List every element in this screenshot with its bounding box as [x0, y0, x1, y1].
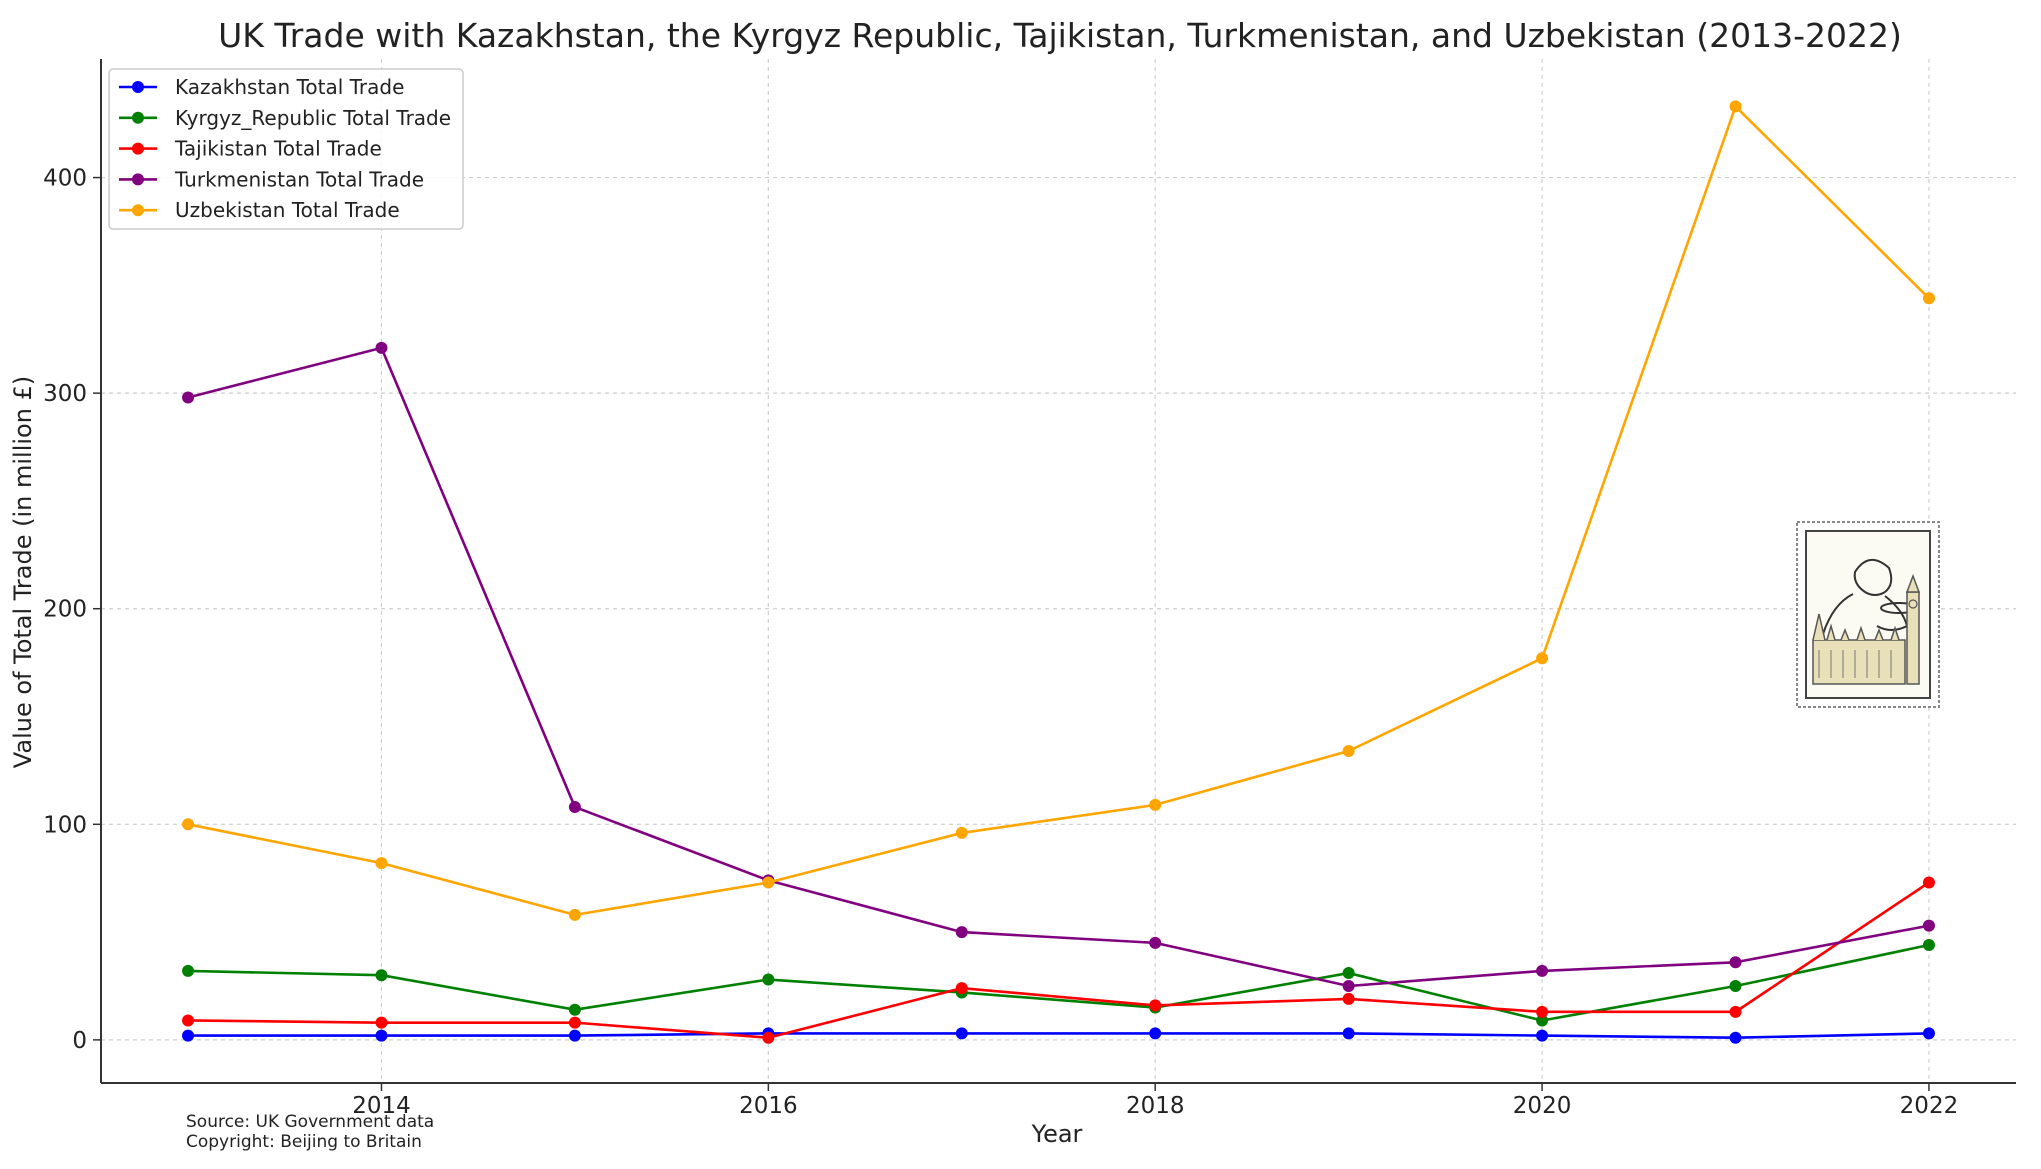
series-turkmenistan-total-trade	[182, 341, 1935, 992]
data-point	[1922, 919, 1935, 932]
y-tick-label: 0	[72, 1028, 87, 1054]
y-tick-label: 300	[43, 381, 87, 407]
axes	[93, 59, 2016, 1091]
legend-label: Tajikistan Total Trade	[174, 137, 382, 161]
data-point	[182, 391, 195, 404]
data-point	[762, 876, 775, 889]
y-axis-label: Value of Total Trade (in million £)	[9, 376, 37, 768]
data-point	[182, 818, 195, 831]
x-tick-label: 2016	[739, 1093, 798, 1119]
data-point	[182, 1029, 195, 1042]
data-point	[1149, 936, 1162, 949]
data-point	[1729, 1005, 1742, 1018]
x-tick-label: 2020	[1513, 1093, 1572, 1119]
series-layer	[182, 100, 1935, 1044]
data-point	[955, 926, 968, 939]
chart-title: UK Trade with Kazakhstan, the Kyrgyz Rep…	[218, 16, 1902, 55]
x-tick-label: 2018	[1126, 1093, 1185, 1119]
data-point	[568, 1029, 581, 1042]
data-point	[955, 826, 968, 839]
x-axis-label: Year	[1031, 1120, 1083, 1148]
data-point	[1342, 745, 1355, 758]
data-point	[1536, 1005, 1549, 1018]
series-line-kazakhstan-total-trade	[188, 1032, 1929, 1040]
data-point	[1149, 798, 1162, 811]
legend-label: Uzbekistan Total Trade	[175, 198, 400, 222]
series-line-kyrgyz-republic-total-trade	[188, 943, 1930, 1022]
series-line-tajikistan-total-trade	[188, 881, 1930, 1040]
data-point	[955, 982, 968, 995]
data-point	[1342, 992, 1355, 1005]
data-point	[1536, 1014, 1549, 1027]
data-point	[1536, 1029, 1549, 1042]
legend-swatch-marker	[132, 173, 144, 186]
legend-frame	[108, 68, 464, 230]
data-point	[375, 857, 388, 870]
grid	[101, 59, 2016, 1083]
legend: Kazakhstan Total Trade Kyrgyz_Republic To…	[108, 68, 464, 230]
data-point	[1922, 292, 1935, 305]
data-point	[568, 908, 581, 921]
tick-labels: 0 100 200 300 400 2014 2016 2018 2020 2022	[43, 166, 1958, 1119]
data-point	[1729, 100, 1742, 113]
data-point	[1342, 967, 1355, 980]
data-point	[1922, 939, 1935, 952]
legend-swatch-marker	[132, 111, 144, 124]
copyright-note: Copyright: Beijing to Britain	[186, 1132, 422, 1152]
series-kyrgyz-republic-total-trade	[182, 939, 1935, 1027]
data-point	[1342, 1027, 1355, 1040]
y-tick-label: 100	[43, 812, 87, 838]
data-point	[1342, 979, 1355, 992]
data-point	[1536, 964, 1549, 977]
postage-stamp-big-ben-icon	[1796, 521, 1940, 708]
data-point	[568, 1016, 581, 1029]
series-uzbekistan-total-trade	[182, 100, 1935, 921]
data-point	[375, 969, 388, 982]
x-tick-label: 2014	[352, 1093, 411, 1119]
data-point	[375, 1016, 388, 1029]
data-point	[1729, 956, 1742, 969]
data-point	[1149, 1027, 1162, 1040]
series-tajikistan-total-trade	[182, 876, 1935, 1044]
legend-label: Kyrgyz_Republic Total Trade	[175, 106, 451, 130]
x-tick-label: 2022	[1900, 1093, 1959, 1119]
legend-label: Turkmenistan Total Trade	[174, 167, 424, 191]
source-note: Source: UK Government data	[186, 1112, 434, 1132]
data-point	[568, 1003, 581, 1016]
legend-swatch-marker	[132, 204, 144, 217]
data-point	[1149, 999, 1162, 1012]
series-line-uzbekistan-total-trade	[187, 105, 1930, 917]
data-point	[762, 973, 775, 986]
data-point	[955, 1027, 968, 1040]
data-point	[1729, 1031, 1742, 1044]
data-point	[1922, 1027, 1935, 1040]
data-point	[375, 341, 388, 354]
y-tick-label: 200	[43, 597, 87, 623]
data-point	[568, 801, 581, 814]
legend-swatch-marker	[132, 81, 144, 93]
data-point	[375, 1029, 388, 1042]
legend-label: Kazakhstan Total Trade	[175, 75, 404, 99]
y-tick-label: 400	[43, 166, 87, 192]
data-point	[1729, 979, 1742, 992]
data-point	[1536, 652, 1549, 665]
legend-swatch-marker	[132, 142, 144, 155]
series-kazakhstan-total-trade	[182, 1027, 1935, 1044]
data-point	[182, 964, 195, 977]
data-point	[1922, 876, 1935, 889]
data-point	[762, 1031, 775, 1044]
series-line-turkmenistan-total-trade	[187, 346, 1930, 988]
data-point	[182, 1014, 195, 1027]
